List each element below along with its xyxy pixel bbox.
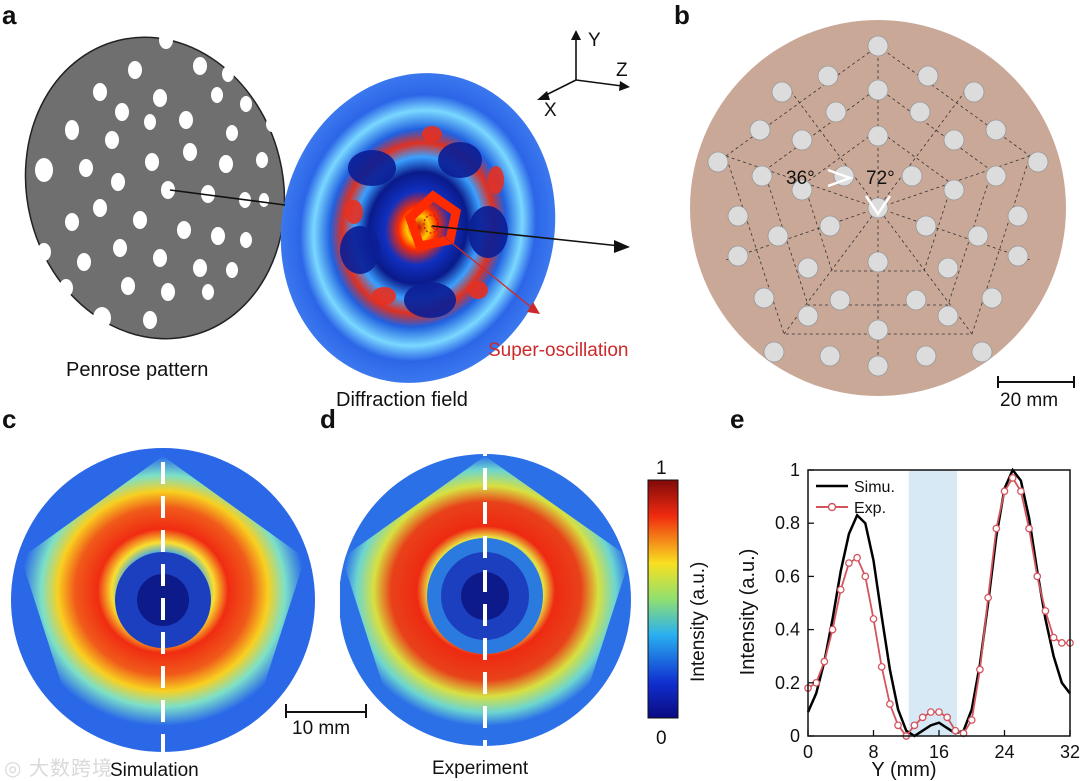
exp-data-point <box>1008 474 1017 482</box>
exp-data-point <box>926 708 935 716</box>
x-tick-label: 24 <box>994 742 1014 762</box>
y-tick-label: 0.4 <box>775 620 800 640</box>
panel-c-simulation: Simulation <box>11 448 315 780</box>
exp-data-point <box>1000 487 1009 496</box>
y-tick-label: 1 <box>790 460 800 480</box>
exp-data-point <box>1049 633 1058 642</box>
panel-letter-d: d <box>320 404 336 434</box>
scalebar-b-label: 20 mm <box>1000 390 1058 410</box>
colorbar-title: Intensity (a.u.) <box>688 562 709 682</box>
exp-data-point <box>918 713 927 722</box>
exp-data-point <box>820 657 829 666</box>
exp-data-point <box>853 553 861 562</box>
x-tick-label: 0 <box>803 742 813 762</box>
diffraction-field-label: Diffraction field <box>336 389 468 410</box>
scalebar-d <box>285 704 367 718</box>
diffraction-field-disc <box>280 73 556 383</box>
axis-y-label: Y <box>588 30 601 51</box>
legend-simu-label: Simu. <box>854 479 895 496</box>
exp-data-point <box>935 708 943 716</box>
exp-data-point <box>910 721 919 730</box>
exp-data-point <box>976 665 984 674</box>
colorbar-min-label: 0 <box>656 728 667 749</box>
meta-atoms <box>707 35 1049 377</box>
panel-letter-a: a <box>2 0 17 30</box>
panel-a-figure: Y Z X Penrose pattern Diffraction field … <box>24 30 630 410</box>
super-oscillation-arrow-icon <box>527 302 540 314</box>
y-tick-label: 0.8 <box>775 513 800 533</box>
legend: Simu. Exp. <box>816 479 895 517</box>
exp-data-point <box>951 726 960 735</box>
y-tick-label: 0 <box>790 726 800 746</box>
watermark: ◎ 大数跨境 <box>4 758 114 780</box>
x-tick-label: 16 <box>929 742 949 762</box>
x-tick-label: 32 <box>1060 742 1080 762</box>
scalebar-d-label: 10 mm <box>292 718 351 739</box>
colorbar: 1 0 Intensity (a.u.) <box>647 458 709 749</box>
exp-data-point <box>1033 572 1042 581</box>
exp-data-point <box>992 524 1001 533</box>
simulation-caption: Simulation <box>110 760 199 780</box>
angle-36-label: 36° <box>786 168 815 189</box>
exp-data-point <box>861 572 870 581</box>
super-oscillation-label: Super-oscillation <box>488 340 628 361</box>
exp-data-point <box>877 662 886 671</box>
x-axis-title: Y (mm) <box>871 759 936 780</box>
x-tick-label: 8 <box>868 742 878 762</box>
y-tick-label: 0.6 <box>775 566 800 586</box>
exp-data-point <box>984 593 992 602</box>
propagation-arrow-icon <box>614 240 630 253</box>
penrose-pattern-disc <box>24 31 286 340</box>
panel-d-experiment: Experiment <box>340 434 631 779</box>
exp-data-point <box>943 713 952 722</box>
panel-e-chart: 0 8 16 24 32 0 0.2 0.4 0.6 0.8 1 Simu. Exp. Y (mm)… <box>737 460 1080 780</box>
exp-data-point <box>1057 639 1066 647</box>
coordinate-axes <box>537 30 630 100</box>
colorbar-max-label: 1 <box>656 458 667 479</box>
watermark-text: 大数跨境 <box>29 758 114 780</box>
exp-data-point <box>869 615 878 623</box>
propagation-line <box>169 189 286 206</box>
exp-data-point <box>1017 487 1025 496</box>
y-axis-title: Intensity (a.u.) <box>737 549 759 676</box>
exp-data-point <box>828 625 837 634</box>
panel-letter-e: e <box>730 404 745 434</box>
exp-data-point <box>886 700 894 708</box>
legend-exp-label: Exp. <box>854 500 886 517</box>
axis-x-label: X <box>544 100 557 121</box>
experiment-caption: Experiment <box>432 758 529 779</box>
exp-data-point <box>967 716 976 724</box>
panel-letter-b: b <box>674 0 690 30</box>
y-tick-label: 0.2 <box>775 673 800 693</box>
exp-data-point <box>894 721 902 730</box>
panel-letter-c: c <box>2 404 17 434</box>
exp-data-point <box>1025 524 1033 533</box>
angle-72-label: 72° <box>866 168 895 189</box>
exp-data-point <box>1041 607 1050 615</box>
exp-data-point <box>836 585 845 594</box>
penrose-pattern-label: Penrose pattern <box>66 359 208 381</box>
axis-z-label: Z <box>616 60 628 81</box>
series-line-simu <box>806 467 1071 738</box>
exp-data-point <box>845 559 853 567</box>
penrose-holes <box>35 31 278 329</box>
panel-b-figure: 36° 72° 20 mm <box>690 20 1075 410</box>
super-oscillation-region <box>908 470 958 736</box>
